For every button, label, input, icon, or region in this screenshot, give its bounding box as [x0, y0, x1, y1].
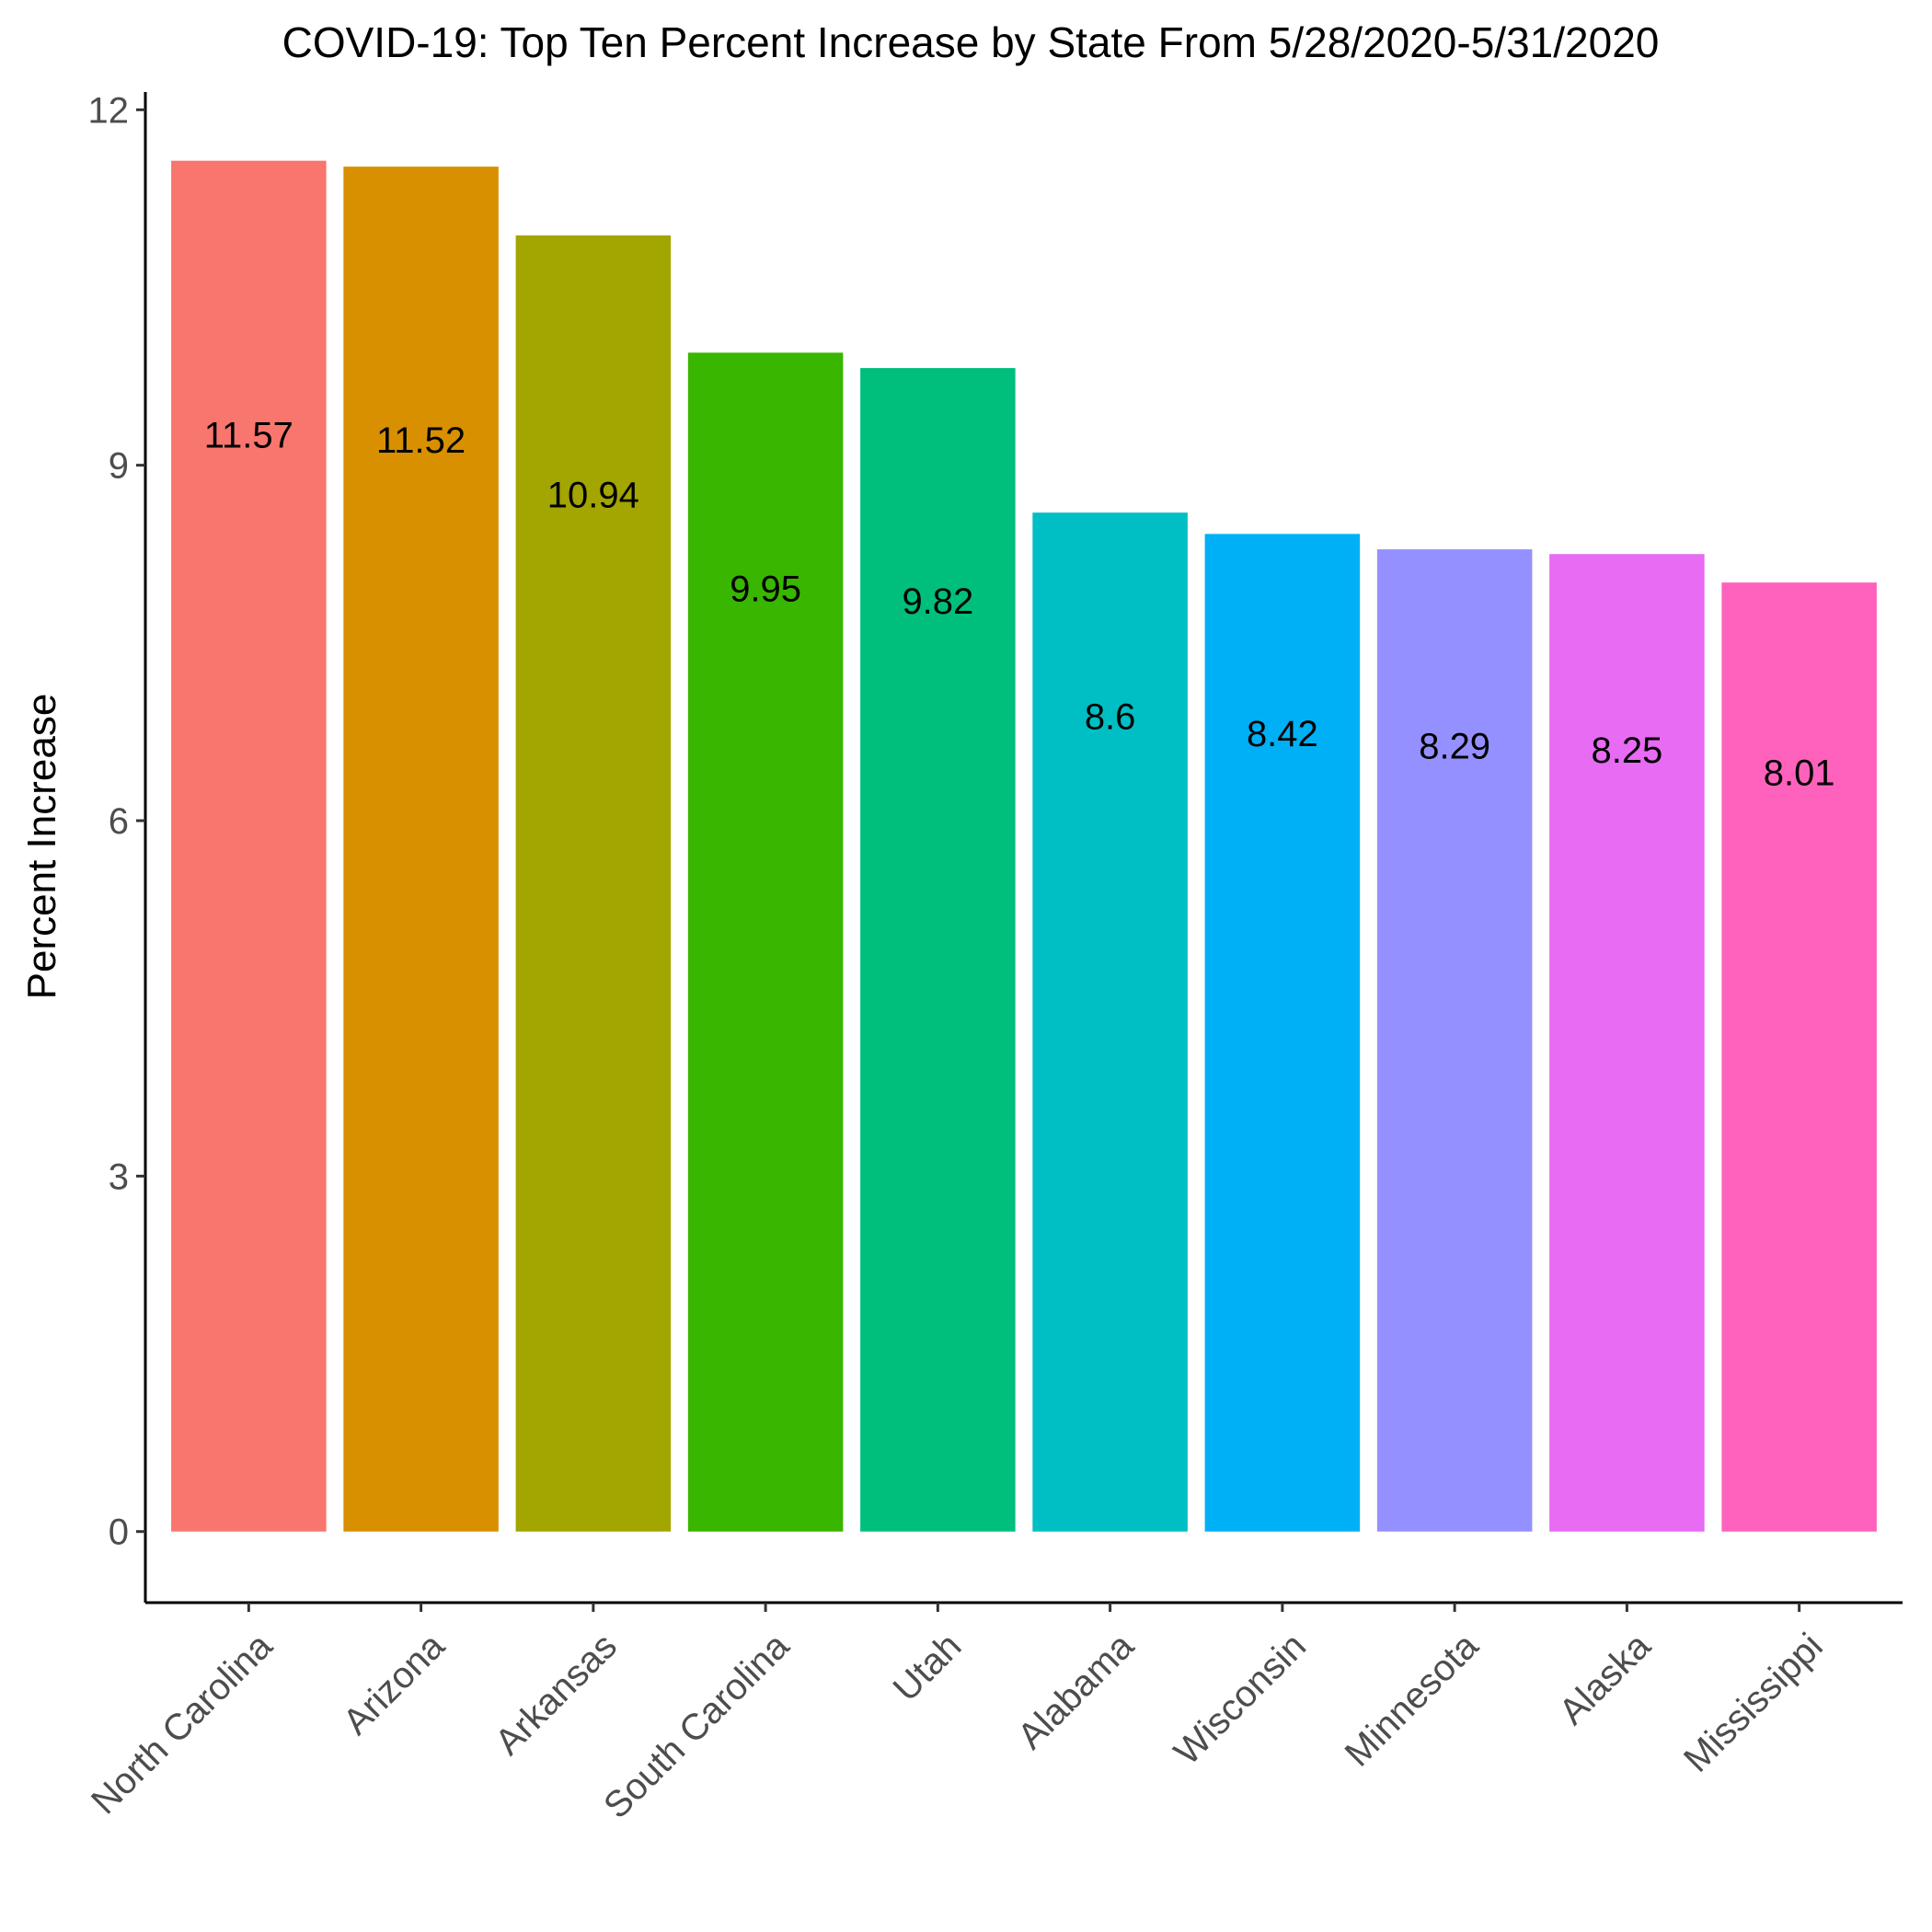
- y-tick-label: 6: [109, 801, 129, 842]
- x-tick-label-south-carolina: South Carolina: [596, 1626, 798, 1827]
- bar-utah: [860, 368, 1016, 1532]
- bar-mississippi: [1721, 582, 1877, 1532]
- y-tick-label: 0: [109, 1512, 129, 1553]
- data-label-wisconsin: 8.42: [1247, 714, 1318, 754]
- bar-south-carolina: [687, 352, 844, 1532]
- y-tick-label: 3: [109, 1156, 129, 1197]
- bar-arizona: [343, 167, 499, 1532]
- bar-arkansas: [515, 235, 672, 1532]
- data-label-south-carolina: 9.95: [730, 569, 801, 610]
- value-labels-group: 11.57 11.52 10.94 9.95 9.82 8.6 8.42 8.29 8.25 8.…: [204, 416, 1835, 794]
- x-tick-label-arizona: Arizona: [336, 1626, 454, 1743]
- y-axis-title: Percent Increase: [19, 694, 64, 1000]
- y-tick-label: 12: [88, 90, 130, 131]
- x-tick-label-wisconsin: Wisconsin: [1167, 1626, 1314, 1773]
- data-label-north-carolina: 11.57: [204, 416, 293, 456]
- x-tick-label-minnesota: Minnesota: [1338, 1626, 1487, 1775]
- y-axis: 0 3 6 9 12: [88, 90, 147, 1603]
- bar-alaska: [1549, 554, 1705, 1532]
- x-tick-label-utah: Utah: [886, 1626, 970, 1709]
- data-label-arizona: 11.52: [376, 420, 466, 461]
- x-tick-label-alaska: Alaska: [1552, 1626, 1660, 1733]
- bar-minnesota: [1376, 549, 1533, 1532]
- chart-title: COVID-19: Top Ten Percent Increase by St…: [282, 18, 1660, 66]
- data-label-alabama: 8.6: [1085, 697, 1136, 738]
- x-tick-label-arkansas: Arkansas: [488, 1626, 625, 1763]
- data-label-minnesota: 8.29: [1419, 727, 1490, 767]
- x-tick-label-alabama: Alabama: [1010, 1626, 1142, 1757]
- data-label-arkansas: 10.94: [547, 476, 639, 516]
- bar-alabama: [1032, 512, 1188, 1532]
- data-label-mississippi: 8.01: [1764, 753, 1835, 793]
- bar-wisconsin: [1204, 534, 1361, 1532]
- bars-group: [171, 160, 1877, 1532]
- data-label-alaska: 8.25: [1591, 730, 1662, 771]
- y-tick-label: 9: [109, 446, 129, 487]
- data-label-utah: 9.82: [902, 581, 973, 622]
- x-tick-label-north-carolina: North Carolina: [84, 1626, 281, 1823]
- x-tick-label-mississippi: Mississippi: [1676, 1626, 1831, 1780]
- bar-north-carolina: [171, 160, 327, 1532]
